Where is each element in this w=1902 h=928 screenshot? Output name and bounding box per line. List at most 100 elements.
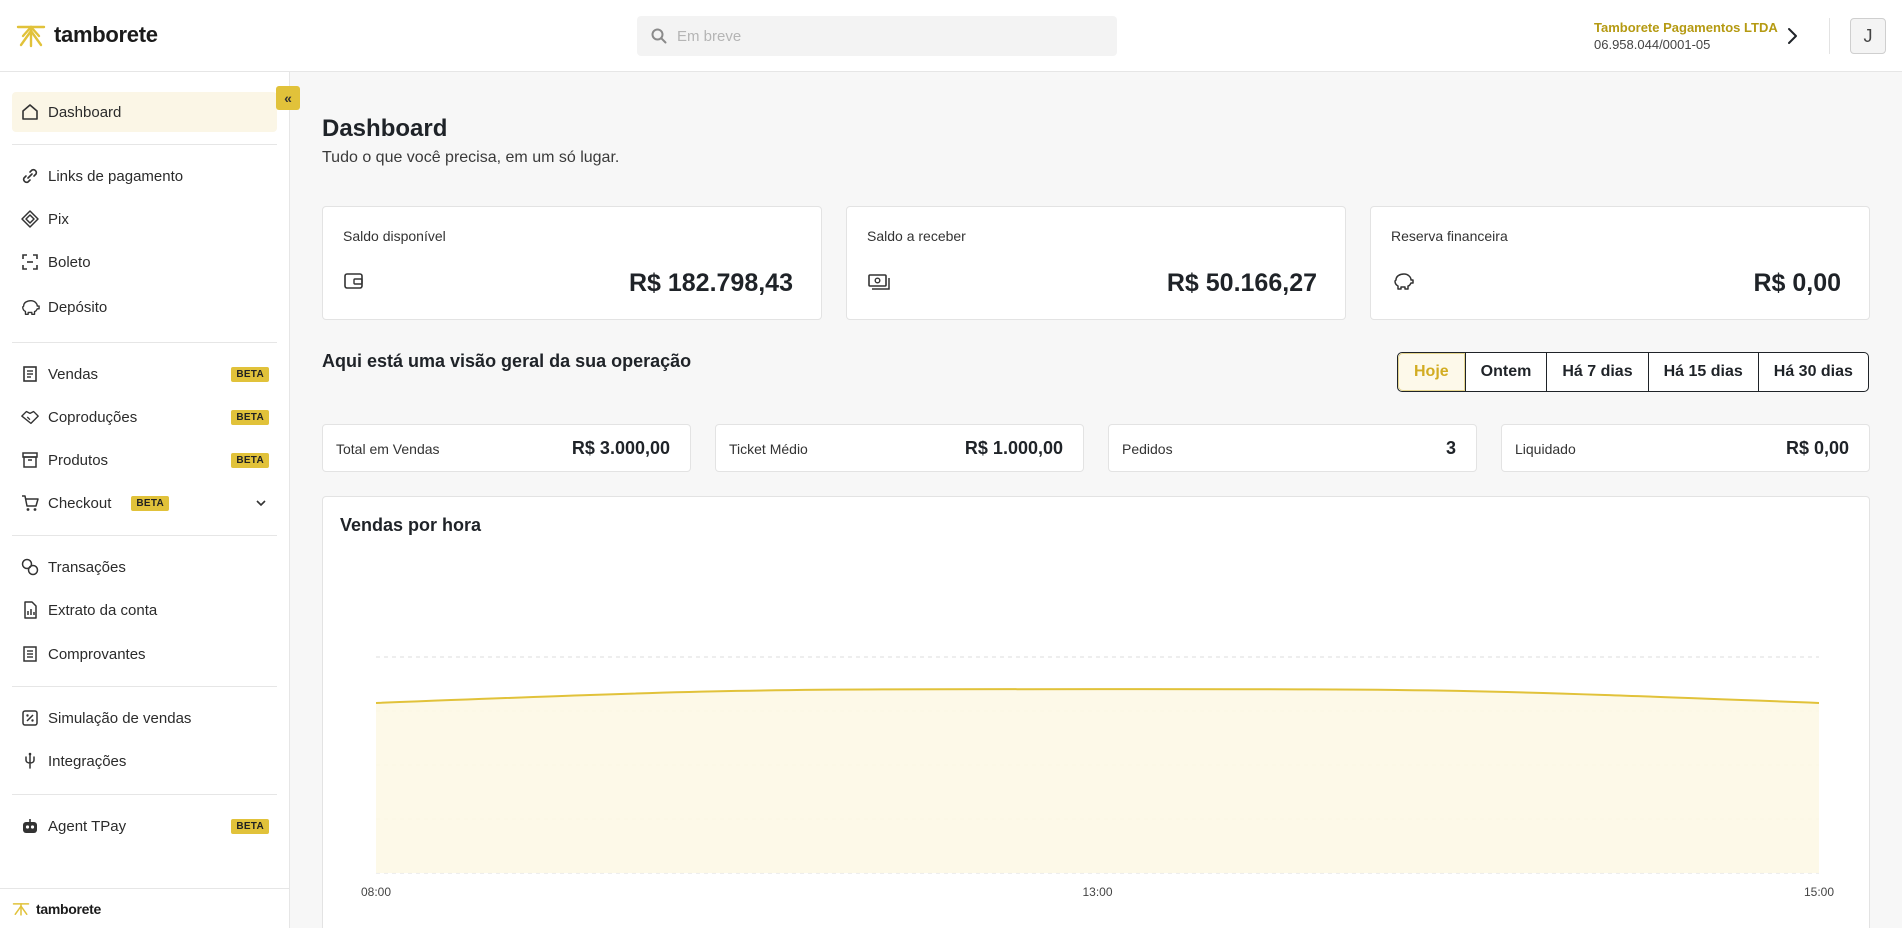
handshake-icon (20, 407, 40, 427)
cart-icon (20, 493, 40, 513)
sidebar-footer-logo: tamborete (0, 888, 290, 928)
sidebar-item-transacoes[interactable]: Transações (12, 547, 277, 587)
stat-label: Total em Vendas (336, 441, 440, 457)
sales-per-hour-card: Vendas por hora 08:00 13:00 15:00 (322, 496, 1870, 928)
sidebar-item-label: Coproduções (48, 408, 138, 426)
chevron-down-icon[interactable] (255, 497, 267, 509)
brand-name: tamborete (36, 900, 101, 917)
card-label: Saldo a receber (867, 228, 966, 244)
stat-value: R$ 3.000,00 (571, 438, 670, 458)
stat-value: R$ 0,00 (1785, 438, 1849, 458)
sales-per-hour-chart: 08:00 13:00 15:00 (361, 656, 1834, 899)
card-label: Reserva financeira (1391, 228, 1508, 244)
chart-x-tick-label: 15:00 (1804, 885, 1834, 899)
sidebar-item-simulacao[interactable]: Simulação de vendas (12, 698, 277, 738)
pix-icon (20, 209, 40, 229)
filter-30-days[interactable]: Há 30 dias (1757, 353, 1868, 391)
company-info[interactable]: Tamborete Pagamentos LTDA 06.958.044/000… (1594, 20, 1778, 52)
stat-total-sales: Total em Vendas R$ 3.000,00 (322, 424, 691, 472)
beta-badge: BETA (231, 410, 269, 425)
card-value: R$ 50.166,27 (1166, 269, 1317, 297)
header-divider (1829, 18, 1830, 54)
robot-icon (20, 816, 40, 836)
stat-orders: Pedidos 3 (1108, 424, 1477, 472)
sidebar-item-label: Checkout (48, 494, 112, 512)
beta-badge: BETA (131, 495, 170, 511)
statement-icon (20, 600, 40, 620)
chevron-right-icon[interactable] (1783, 24, 1803, 48)
period-filter-group: Hoje Ontem Há 7 dias Há 15 dias Há 30 di… (1397, 352, 1869, 392)
cash-icon (868, 274, 890, 290)
chart-x-tick-label: 13:00 (1082, 885, 1112, 899)
sidebar-item-checkout[interactable]: Checkout BETA (12, 483, 277, 523)
sidebar-item-pix[interactable]: Pix (12, 199, 277, 239)
search-input[interactable] (677, 27, 1077, 45)
sidebar-item-label: Simulação de vendas (48, 709, 192, 727)
piggy-bank-icon (20, 297, 40, 317)
barcode-scan-icon (20, 252, 40, 272)
plug-icon (20, 751, 40, 771)
home-icon (20, 102, 40, 122)
page-title: Dashboard (322, 115, 448, 142)
company-cnpj: 06.958.044/0001-05 (1594, 37, 1711, 52)
top-header: tamborete Tamborete Pagamentos LTDA 06.9… (0, 0, 1902, 72)
avatar[interactable]: J (1850, 18, 1886, 54)
link-icon (20, 166, 40, 186)
chart-series-line (375, 688, 1820, 704)
card-value: R$ 182.798,43 (628, 269, 793, 297)
stat-label: Ticket Médio (729, 441, 808, 457)
sidebar-item-boleto[interactable]: Boleto (12, 242, 277, 282)
sidebar-item-label: Dashboard (48, 103, 122, 121)
tamborete-logo-icon (16, 25, 46, 48)
sidebar-item-vendas[interactable]: Vendas BETA (12, 354, 277, 394)
stat-label: Liquidado (1515, 441, 1576, 457)
overview-title: Aqui está uma visão geral da sua operaçã… (322, 351, 692, 371)
brand-name: tamborete (54, 22, 158, 47)
receipt-list-icon (20, 644, 40, 664)
filter-15-days[interactable]: Há 15 dias (1647, 353, 1758, 391)
stat-value: 3 (1445, 438, 1456, 458)
wallet-icon (344, 273, 363, 289)
brand-logo[interactable]: tamborete (16, 22, 158, 48)
filter-yesterday[interactable]: Ontem (1464, 353, 1547, 391)
sidebar-item-label: Transações (48, 558, 126, 576)
filter-today[interactable]: Hoje (1398, 353, 1465, 391)
sidebar-item-label: Integrações (48, 752, 127, 770)
search-bar[interactable] (637, 16, 1117, 56)
sidebar: Dashboard Links de pagamento Pix Boleto … (0, 72, 290, 928)
page-subtitle: Tudo o que você precisa, em um só lugar. (322, 149, 620, 166)
sidebar-item-label: Links de pagamento (48, 167, 184, 185)
balance-card-available: Saldo disponível R$ 182.798,43 (322, 206, 822, 320)
archive-box-icon (20, 450, 40, 470)
piggy-bank-icon (1394, 273, 1414, 290)
stat-average-ticket: Ticket Médio R$ 1.000,00 (715, 424, 1084, 472)
card-label: Saldo disponível (343, 228, 446, 244)
sidebar-divider (12, 794, 277, 795)
receipt-icon (20, 364, 40, 384)
sidebar-item-comprovantes[interactable]: Comprovantes (12, 634, 277, 674)
sidebar-item-coproducoes[interactable]: Coproduções BETA (12, 397, 277, 437)
sidebar-item-label: Extrato da conta (48, 601, 158, 619)
sidebar-item-label: Produtos (48, 451, 109, 469)
sidebar-item-payment-links[interactable]: Links de pagamento (12, 156, 277, 196)
balance-card-reserve: Reserva financeira R$ 0,00 (1370, 206, 1870, 320)
chart-area-fill (376, 689, 1819, 873)
transactions-icon (20, 557, 40, 577)
filter-7-days[interactable]: Há 7 dias (1546, 353, 1647, 391)
sidebar-item-extrato[interactable]: Extrato da conta (12, 590, 277, 630)
sidebar-item-agent-tpay[interactable]: Agent TPay BETA (12, 806, 277, 846)
sidebar-item-integracoes[interactable]: Integrações (12, 741, 277, 781)
percent-icon (20, 708, 40, 728)
beta-badge: BETA (231, 453, 269, 468)
card-value: R$ 0,00 (1753, 269, 1841, 297)
sidebar-item-dashboard[interactable]: Dashboard (12, 92, 277, 132)
sidebar-divider (12, 535, 277, 536)
balance-card-receivable: Saldo a receber R$ 50.166,27 (846, 206, 1346, 320)
sidebar-divider (12, 686, 277, 687)
sidebar-item-produtos[interactable]: Produtos BETA (12, 440, 277, 480)
collapse-sidebar-button[interactable]: « (276, 86, 300, 110)
chart-title: Vendas por hora (340, 515, 482, 535)
sidebar-item-label: Agent TPay (48, 817, 127, 835)
sidebar-item-label: Comprovantes (48, 645, 146, 663)
sidebar-item-deposito[interactable]: Depósito (12, 287, 277, 327)
